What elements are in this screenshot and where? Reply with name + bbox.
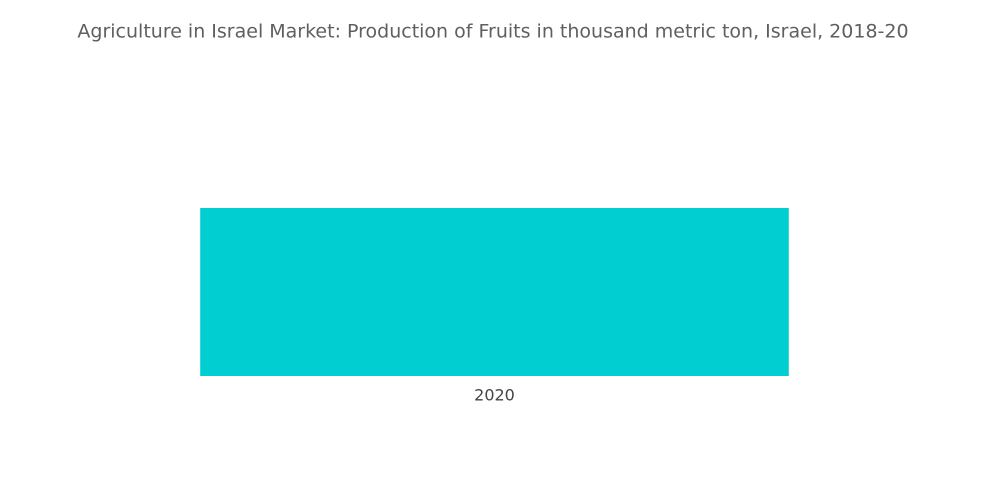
chart-title: Agriculture in Israel Market: Production… [77, 21, 908, 43]
x-tick-label: 2020 [474, 386, 515, 405]
bar [200, 208, 789, 376]
